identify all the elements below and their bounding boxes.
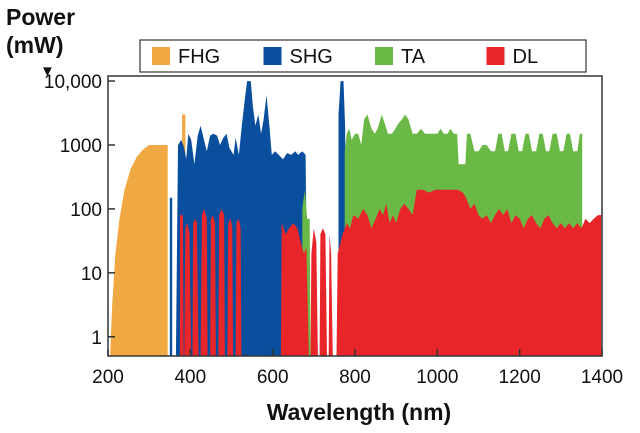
y-tick-label: 10,000 bbox=[44, 72, 102, 93]
y-tick-label: 1000 bbox=[60, 136, 102, 157]
y-axis-title-line1: Power bbox=[6, 4, 76, 30]
y-tick-label: 100 bbox=[70, 200, 102, 221]
x-tick-label: 1400 bbox=[581, 367, 623, 388]
series-area-fhg bbox=[110, 114, 186, 356]
y-tick-label: 1 bbox=[91, 328, 102, 349]
legend-swatch-shg bbox=[263, 47, 282, 65]
y-axis-title-line2: (mW) bbox=[6, 32, 64, 58]
legend-swatch-dl bbox=[486, 47, 505, 65]
legend-label-shg: SHG bbox=[290, 46, 333, 68]
legend-label-ta: TA bbox=[401, 46, 426, 68]
x-tick-label: 1000 bbox=[416, 367, 458, 388]
legend-swatch-ta bbox=[375, 47, 393, 65]
x-tick-label: 800 bbox=[339, 367, 371, 388]
series-area-dl bbox=[180, 189, 602, 356]
legend-label-dl: DL bbox=[513, 46, 539, 68]
legend-swatch-fhg bbox=[152, 47, 170, 65]
x-tick-label: 1200 bbox=[499, 367, 541, 388]
y-axis-arrow-icon: ▼ bbox=[40, 63, 55, 80]
x-tick-label: 600 bbox=[257, 367, 289, 388]
x-tick-label: 200 bbox=[92, 367, 124, 388]
y-tick-label: 10 bbox=[81, 264, 102, 285]
x-tick-label: 400 bbox=[174, 367, 206, 388]
legend-box bbox=[139, 39, 587, 73]
x-axis-title: Wavelength (nm) bbox=[267, 399, 451, 425]
legend-label-fhg: FHG bbox=[178, 46, 220, 68]
